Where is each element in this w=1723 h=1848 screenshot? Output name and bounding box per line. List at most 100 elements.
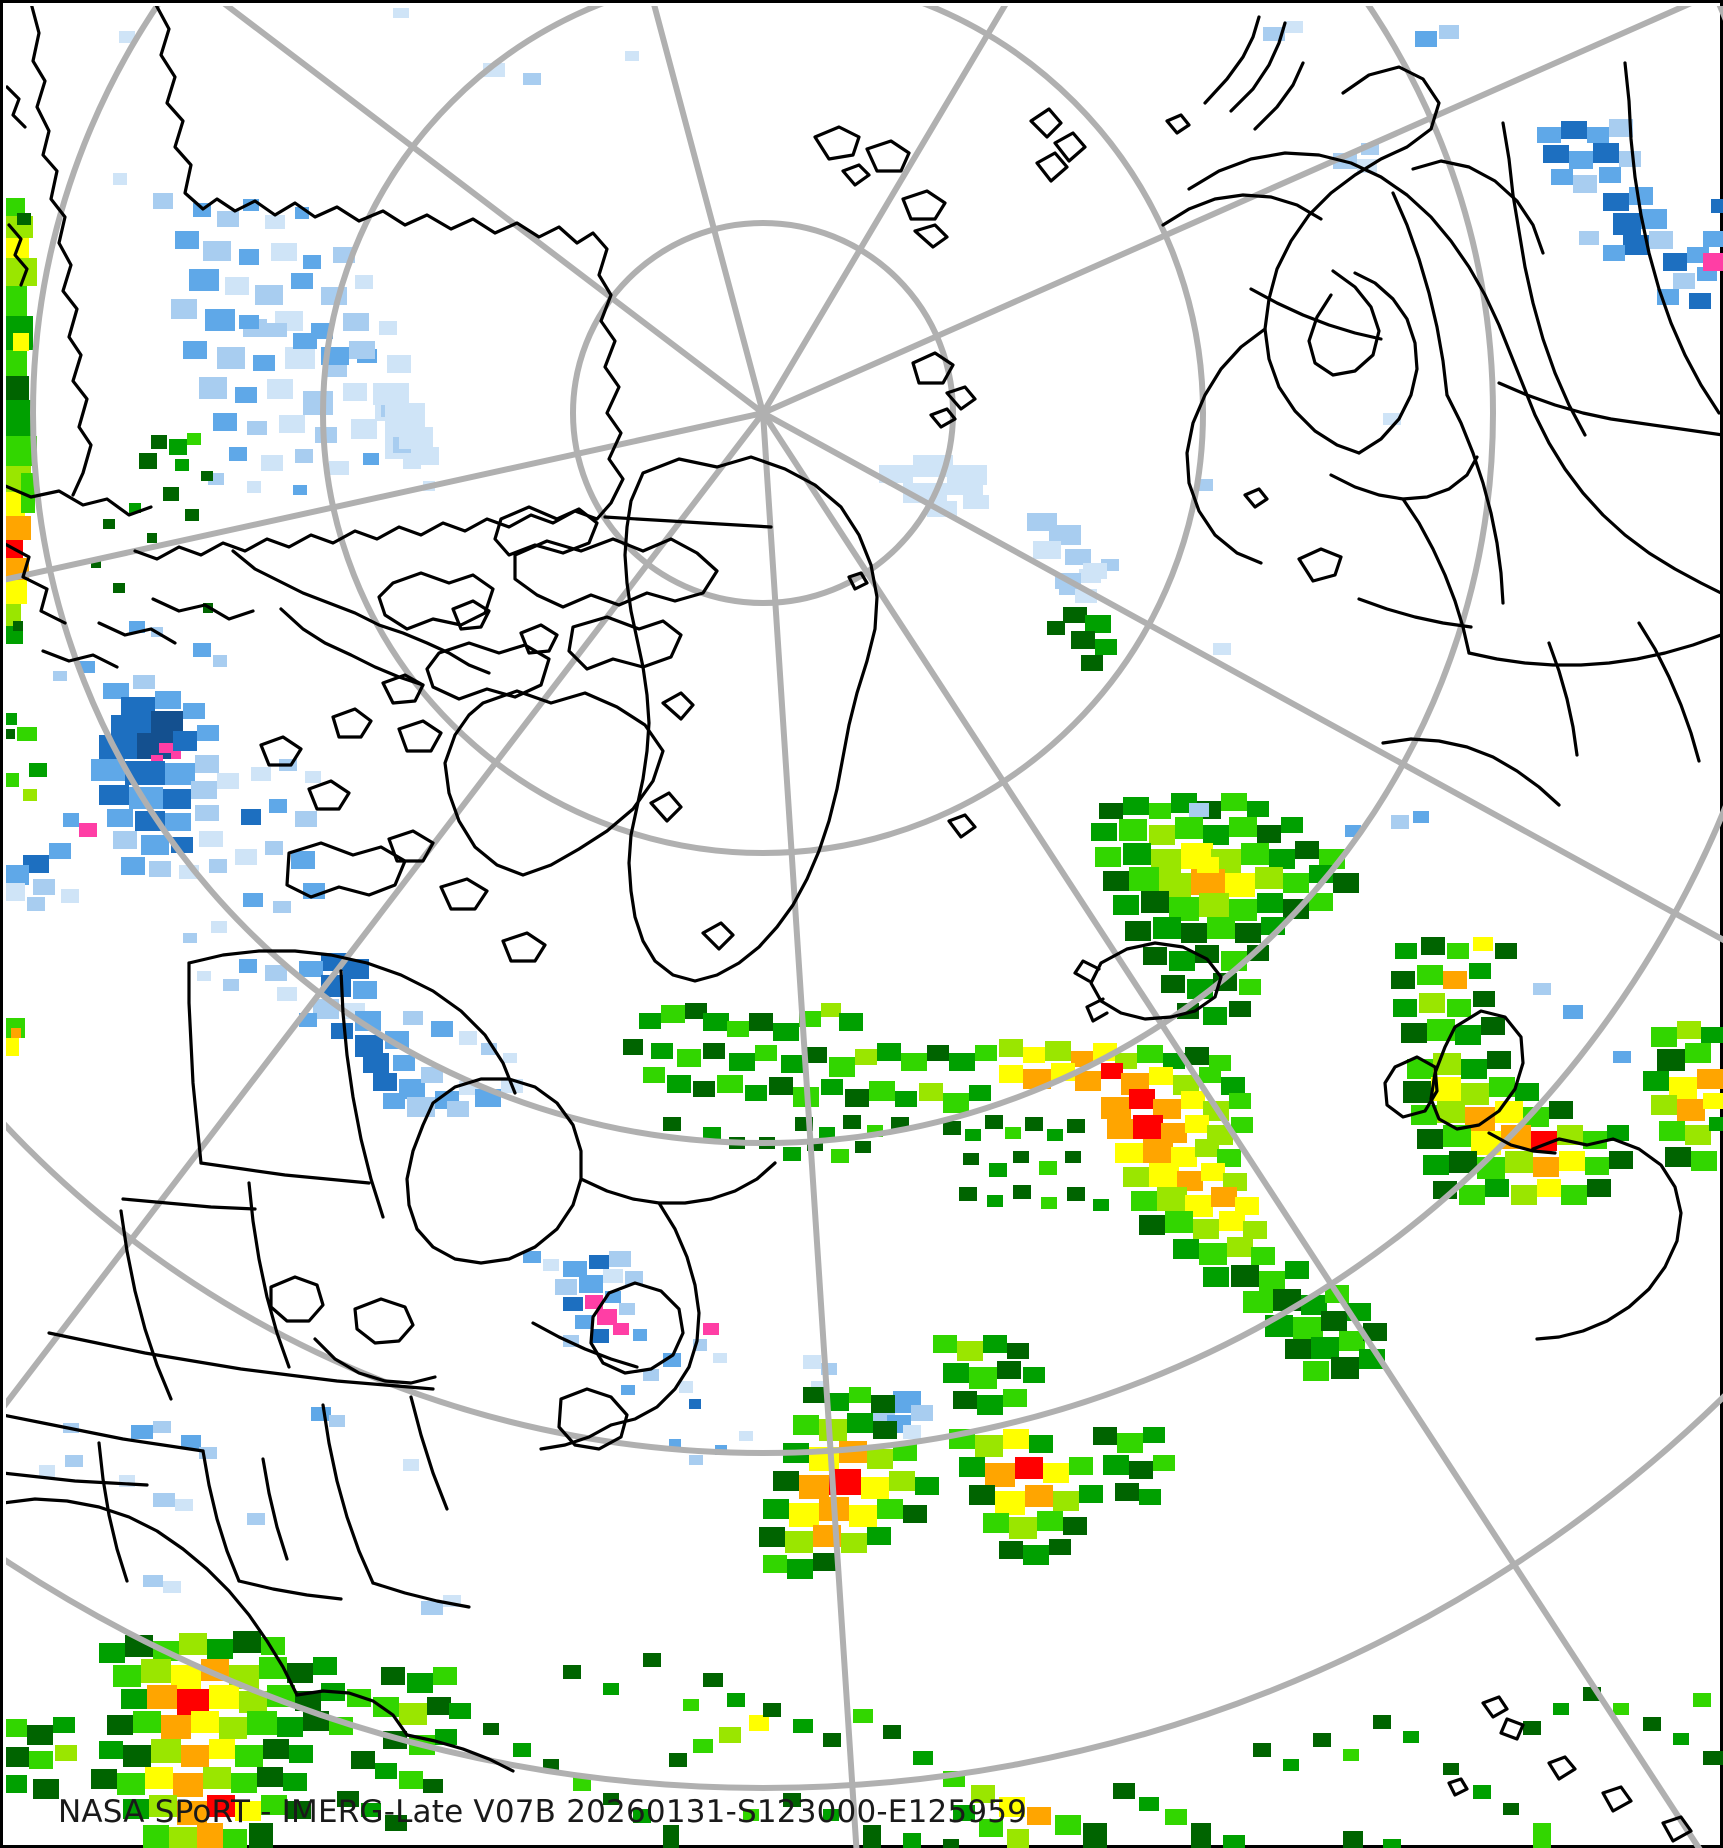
map-canvas [6,6,1723,1848]
coast-iceland-fjord1 [1073,959,1101,983]
border-us-state-2 [201,1449,241,1583]
coast-nz-1 [911,351,955,385]
coast-scandinavia [1263,65,1441,455]
border-russia-1 [1501,121,1587,437]
coast-nova-scotia [557,1387,629,1451]
coast-arctic-small-7 [307,779,351,811]
coast-kuril-1 [6,85,27,129]
coast-queen-maud [285,841,407,899]
precip-cluster-north-atlantic-band [623,1003,1387,1381]
coast-europe-west [1531,1137,1683,1341]
coast-russia-north2 [1161,193,1323,227]
meridian-b [760,410,1703,1848]
coast-aleutians-2 [97,621,177,645]
coast-svalbard-3 [1035,151,1069,183]
precip-cluster-norway [1047,559,1429,1025]
coast-svalbard-2 [1053,131,1087,163]
coast-hudson-bay [405,1077,583,1265]
precip-cluster-mid-atlantic [759,1335,1175,1579]
meridian-g [651,6,766,416]
coast-aleutians-3 [41,649,119,669]
coast-alaska-peninsula [231,549,491,675]
coast-us-midatlantic [405,1733,515,1773]
border-europe-5 [1637,621,1701,763]
coast-norway-west [1185,327,1267,565]
coast-us-ne [295,1689,409,1737]
border-us-state-3 [97,1441,129,1583]
latitude-circle-80n [570,220,956,606]
border-europe-3 [1357,597,1473,629]
coast-russia-kara [1411,159,1545,255]
border-russia-5 [1249,287,1383,341]
border-us-state-5 [261,1457,289,1561]
border-russia-2 [1623,61,1721,415]
product-caption: NASA SPoRT - IMERG-Late V07B 20260131-S1… [58,1794,1028,1830]
border-europe-2 [1467,633,1723,667]
coast-fjl-1 [813,125,861,161]
coast-nz-3 [929,407,957,429]
border-alaska-canada [603,515,773,529]
latitude-circle-30n [1722,1847,1723,1848]
precip-cluster-south-scatter [483,1653,1723,1848]
border-us-state-6 [237,1579,343,1601]
coast-greenland [623,455,879,983]
coast-great-lakes-2 [353,1297,415,1345]
precip-cluster-aleutian [91,433,213,613]
coast-arctic-small-1 [451,599,491,631]
coast-svalbard [1029,107,1063,139]
coast-novaya-zemlya2 [1229,21,1287,113]
coast-fjl-4 [913,223,949,249]
border-us-state-4 [6,1471,149,1487]
precip-cluster-us-east [6,1407,471,1848]
coast-arctic-small-6 [259,735,303,767]
coast-fjl-3 [901,189,947,221]
latitude-circle-50n [6,6,1723,1456]
coast-arctic-small-4 [397,719,443,753]
precip-cluster-arctic-light [239,315,1107,603]
coast-novaya-zemlya [1203,15,1261,105]
coast-small-island-1 [1165,113,1191,135]
coast-arctic-small-9 [439,877,489,911]
coast-kamchatka [30,6,93,497]
coast-novaya-zemlya3 [1253,61,1305,131]
border-canada-nwt [187,961,203,1165]
precipitation-layer [6,8,1723,1848]
coast-kuril-2 [7,223,29,287]
coast-iceland [1089,941,1223,1021]
coast-victoria-island [425,641,551,701]
precip-cluster-uk-europe [1391,937,1723,1205]
coast-fjl-5 [841,163,871,187]
coast-banks-island [377,571,495,631]
precip-cluster-nw-canada [6,621,325,943]
coast-great-lakes-1 [269,1275,325,1323]
coast-kamchatka-s [6,542,67,625]
border-russia-6 [1445,393,1505,605]
border-canada-us [47,1331,435,1391]
coast-aleutians-1 [151,597,255,621]
border-us-state-7 [321,1403,375,1585]
coast-canada-north [187,949,517,1095]
coast-st-lawrence [531,1321,639,1369]
border-russia-3 [1391,191,1449,397]
coast-labrador [609,1201,701,1427]
coast-alaska-sw [279,607,425,687]
coast-russia-white-sea [1307,269,1381,377]
coast-baltic [1329,455,1479,501]
border-us-great-lakes [313,1337,437,1385]
coast-small-island-8 [1661,1815,1693,1843]
coast-us-east [6,1497,299,1697]
border-europe-4 [1547,641,1579,757]
meridian-c [760,410,860,1848]
coast-europe-north [1487,1131,1557,1155]
coast-ellesmere [513,537,719,609]
coast-arctic-small-10 [501,931,547,963]
coast-small-island-7 [1601,1785,1633,1813]
coast-iceland-fjord2 [1085,997,1109,1023]
coast-small-island-4 [947,813,977,839]
coast-sweden-finland [1353,271,1419,455]
border-us-state-8 [409,1395,449,1511]
coast-axel-heiberg [493,505,599,557]
coast-chukotka [6,484,153,517]
meridian-i [760,6,1692,416]
